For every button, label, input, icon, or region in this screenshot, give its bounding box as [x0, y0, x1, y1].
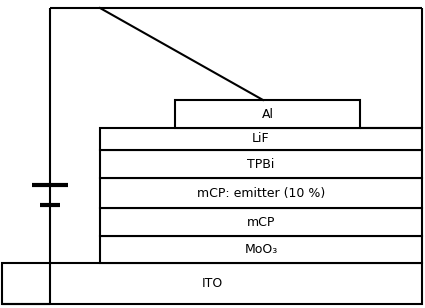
Bar [100, 236, 422, 263]
Text: LiF: LiF [252, 132, 270, 145]
Bar [2, 263, 422, 304]
Text: mCP: mCP [247, 216, 275, 229]
Bar [100, 150, 422, 178]
Bar [175, 100, 360, 128]
Text: Al: Al [261, 107, 274, 120]
Text: ITO: ITO [201, 277, 223, 290]
Text: MoO₃: MoO₃ [244, 243, 278, 256]
Bar [100, 208, 422, 236]
Bar [100, 128, 422, 150]
Text: TPBi: TPBi [247, 157, 275, 171]
Text: mCP: emitter (10 %): mCP: emitter (10 %) [197, 187, 325, 200]
Bar [100, 178, 422, 208]
